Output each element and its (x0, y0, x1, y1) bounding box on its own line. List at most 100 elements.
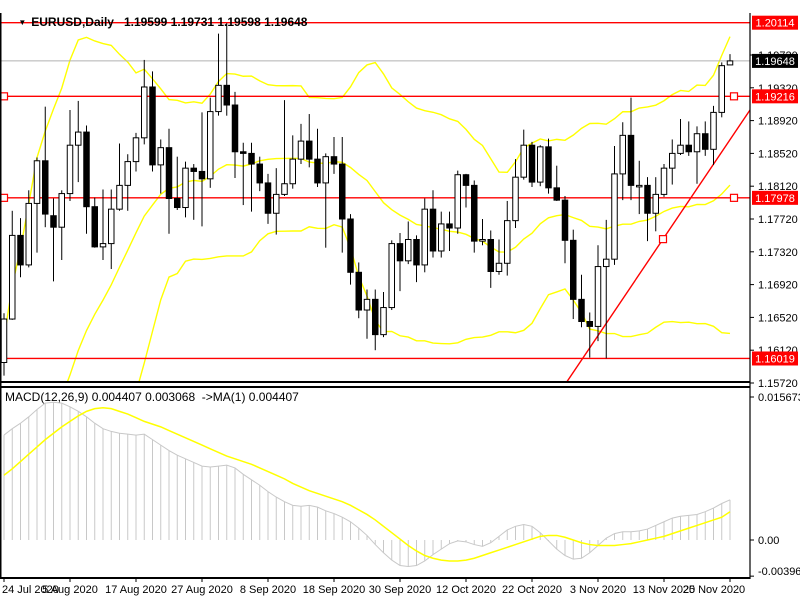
candle-body (330, 156, 338, 165)
candle-body (586, 321, 593, 327)
macd-panel (3, 401, 731, 567)
bollinger-middle-band (66, 157, 731, 381)
candle (75, 100, 82, 183)
candle (108, 189, 115, 270)
candle (652, 177, 659, 232)
price-tick-label: 1.16520 (758, 312, 798, 324)
candle (454, 170, 461, 234)
candle-body (322, 156, 329, 184)
hline-price-badge-text: 1.16019 (755, 353, 795, 365)
macd-panel-top-border (0, 386, 750, 388)
candle-body (636, 184, 643, 188)
candle (545, 138, 552, 194)
line-anchor-marker[interactable] (0, 92, 9, 101)
candle-body (132, 137, 140, 163)
candle-body (99, 243, 107, 248)
candle-body (264, 182, 272, 214)
candle (677, 118, 684, 156)
date-tick-label: 13 Nov 2020 (633, 584, 695, 596)
candle (405, 221, 412, 265)
main-chart-area (0, 21, 750, 392)
macd-indicator-label: MACD(12,26,9) 0.004407 0.003068 ->MA(1) … (5, 390, 299, 404)
candle (718, 62, 725, 118)
candle-body (215, 84, 222, 113)
candle-body (124, 161, 131, 186)
candle (149, 71, 156, 172)
candle (91, 197, 98, 248)
candle-body (652, 193, 659, 214)
candle (273, 168, 280, 235)
line-anchor-marker[interactable] (729, 92, 739, 101)
candle-body (611, 173, 618, 260)
candle-body (570, 239, 577, 300)
candle-body (116, 184, 123, 210)
date-axis[interactable] (0, 580, 800, 600)
candle-body (520, 144, 527, 178)
candle-body (256, 163, 263, 184)
symbol-dropdown-icon[interactable]: ▼ (18, 18, 27, 27)
date-tick-label: 27 Aug 2020 (171, 584, 233, 596)
candle-body (165, 147, 173, 200)
candle (223, 23, 230, 116)
trendline[interactable] (560, 109, 750, 392)
price-tick-label: 1.18120 (758, 181, 798, 193)
candle (388, 240, 395, 311)
candle-body (479, 239, 486, 242)
candle (240, 142, 247, 206)
candle-body (223, 84, 230, 106)
candle (685, 121, 692, 156)
candle-body (306, 140, 313, 160)
macd-tick-label: 0.00 (758, 535, 779, 547)
candle-body (413, 239, 420, 266)
candle-body (537, 146, 544, 183)
candle-body (297, 140, 305, 160)
candle (421, 198, 428, 273)
candle (644, 177, 651, 242)
price-axis[interactable] (752, 0, 800, 580)
candle (693, 126, 701, 184)
candle (512, 159, 519, 229)
candle-body (314, 158, 321, 184)
candle (603, 219, 610, 359)
candle-body (273, 193, 280, 214)
candle-body (718, 65, 725, 113)
line-anchor-marker[interactable] (0, 193, 9, 202)
chart-title-ohlc: 1.19599 1.19731 1.19598 1.19648 (123, 15, 308, 29)
candle-body (421, 208, 428, 266)
price-tick-label: 1.15720 (758, 378, 798, 390)
candle-body (545, 146, 552, 189)
candle (627, 97, 635, 201)
candle-body (685, 144, 692, 153)
candle-body (108, 208, 115, 245)
candle (347, 214, 354, 285)
candle (66, 109, 74, 201)
candle (207, 97, 214, 188)
trendline-anchor-marker[interactable] (658, 235, 668, 244)
candle-body (248, 152, 255, 165)
candle (380, 291, 387, 338)
candle-body (190, 167, 197, 172)
candle-body (42, 160, 49, 215)
date-tick-label: 12 Oct 2020 (436, 584, 496, 596)
candle (611, 146, 618, 265)
candle (487, 230, 494, 288)
date-tick-label: 24 Jul 2020 (2, 584, 59, 596)
hline-price-badge-bg (752, 15, 798, 30)
candle (710, 105, 717, 165)
candle-body (561, 199, 569, 241)
candle-body (207, 111, 214, 180)
candle-body (438, 223, 445, 252)
candle-body (594, 266, 602, 327)
date-tick-label: 8 Sep 2020 (240, 584, 296, 596)
date-tick-label: 25 Nov 2020 (683, 584, 745, 596)
candle (702, 121, 709, 156)
price-tick-label: 1.18920 (758, 116, 798, 128)
candle (528, 141, 536, 188)
candle-body (495, 262, 503, 272)
line-anchor-marker[interactable] (729, 193, 739, 202)
candle (570, 229, 577, 320)
candle-body (25, 202, 32, 266)
candle-body (677, 144, 684, 154)
hline-price-badge-text: 1.20114 (756, 18, 795, 30)
